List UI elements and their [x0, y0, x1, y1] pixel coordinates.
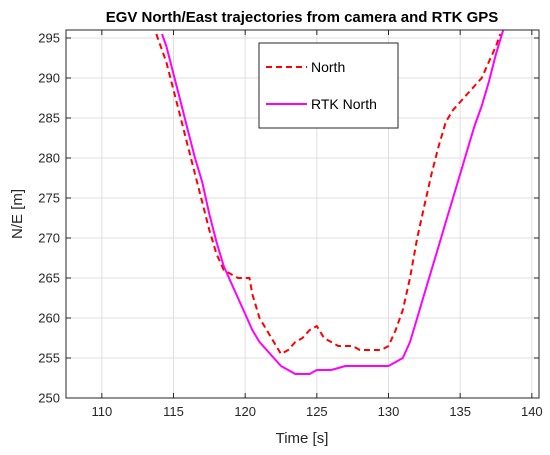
- x-tick-label: 125: [306, 404, 328, 419]
- y-tick-label: 295: [38, 31, 60, 46]
- legend-box: [258, 42, 399, 129]
- x-tick-label: 135: [449, 404, 471, 419]
- y-tick-label: 285: [38, 111, 60, 126]
- legend: North RTK North: [258, 42, 399, 129]
- y-tick-label: 290: [38, 71, 60, 86]
- y-tick-label: 265: [38, 271, 60, 286]
- legend-label-rtk-north: RTK North: [311, 96, 377, 112]
- series-line-rtk-north: [161, 30, 505, 375]
- x-tick-label: 130: [378, 404, 400, 419]
- x-tick-label: 120: [234, 404, 256, 419]
- legend-label-north: North: [311, 59, 345, 75]
- y-tick-label: 250: [38, 391, 60, 406]
- y-tick-label: 275: [38, 191, 60, 206]
- chart-title: EGV North/East trajectories from camera …: [106, 9, 499, 26]
- y-tick-label: 255: [38, 351, 60, 366]
- x-tick-label: 110: [91, 404, 112, 419]
- x-tick-label: 115: [163, 404, 184, 419]
- series-layer: [155, 30, 505, 375]
- y-tick-label: 260: [38, 311, 60, 326]
- x-tick-label: 140: [521, 404, 543, 419]
- series-line-north: [155, 33, 502, 355]
- plot-frame: [65, 29, 540, 399]
- y-tick-label: 280: [38, 151, 60, 166]
- x-axis-label: Time [s]: [276, 430, 329, 447]
- y-tick-label: 270: [38, 231, 60, 246]
- ticks-layer: 110 115 120 125 130 135 140 250 255 260 265 270 275 2…: [38, 30, 543, 419]
- y-axis-label: N/E [m]: [9, 189, 26, 239]
